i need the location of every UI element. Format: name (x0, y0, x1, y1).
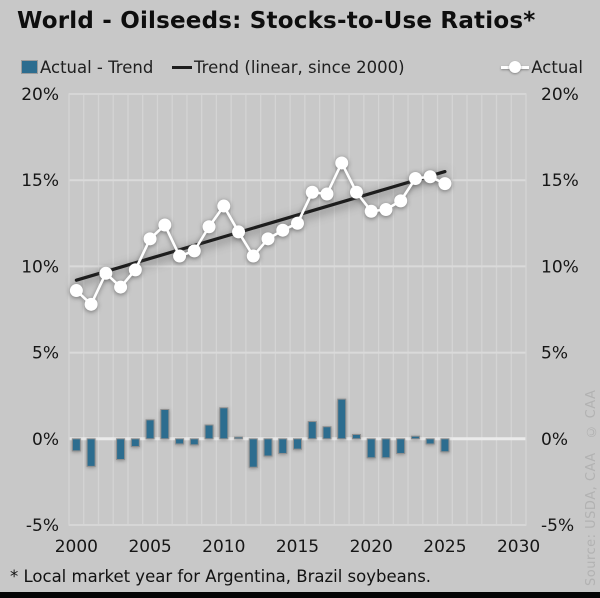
horizontal-gridlines (69, 93, 526, 526)
legend-label: Actual - Trend (40, 57, 154, 77)
svg-text:-5%: -5% (26, 516, 59, 536)
legend-item-actual: Actual (501, 54, 583, 80)
svg-text:2030: 2030 (497, 537, 540, 557)
svg-text:20%: 20% (541, 85, 579, 105)
chart-title: World - Oilseeds: Stocks-to-Use Ratios* (17, 8, 536, 34)
bar-swatch-icon (21, 60, 38, 74)
x-axis-labels: 2000 2005 2010 2015 2020 2025 2030 (55, 537, 541, 557)
vertical-gridlines (68, 94, 527, 525)
legend-item-actual-minus-trend: Actual - Trend (21, 54, 154, 80)
bars-actual-minus-trend (71, 398, 450, 468)
trend-line-swatch-icon (172, 65, 192, 69)
legend-label: Actual (531, 57, 583, 77)
svg-text:0%: 0% (32, 430, 59, 450)
svg-text:15%: 15% (541, 171, 579, 191)
svg-text:10%: 10% (541, 257, 579, 277)
y-axis-labels: 20% 20% 15% 15% 10% 10% 5% 5% 0% 0% -5% -5% (21, 85, 579, 536)
svg-text:2000: 2000 (55, 537, 98, 557)
svg-text:15%: 15% (21, 171, 59, 191)
svg-text:2015: 2015 (276, 537, 319, 557)
source-attribution: Source: USDA, CAA © CAA (584, 389, 599, 586)
svg-text:20%: 20% (21, 85, 59, 105)
svg-text:2020: 2020 (350, 537, 393, 557)
svg-text:0%: 0% (541, 430, 568, 450)
chart-footnote: * Local market year for Argentina, Brazi… (10, 567, 432, 586)
actual-marker-swatch-icon (501, 61, 530, 73)
svg-text:5%: 5% (32, 344, 59, 364)
svg-text:2005: 2005 (128, 537, 171, 557)
svg-text:-5%: -5% (541, 516, 574, 536)
svg-text:5%: 5% (541, 344, 568, 364)
svg-text:10%: 10% (21, 257, 59, 277)
actual-line (69, 156, 452, 311)
legend: Actual - Trend Trend (linear, since 2000… (0, 54, 600, 80)
legend-item-trend: Trend (linear, since 2000) (172, 54, 405, 80)
plot-border (68, 93, 527, 526)
legend-label: Trend (linear, since 2000) (194, 57, 405, 77)
svg-text:2025: 2025 (423, 537, 466, 557)
svg-text:2010: 2010 (202, 537, 245, 557)
bottom-border-bar (0, 592, 600, 598)
